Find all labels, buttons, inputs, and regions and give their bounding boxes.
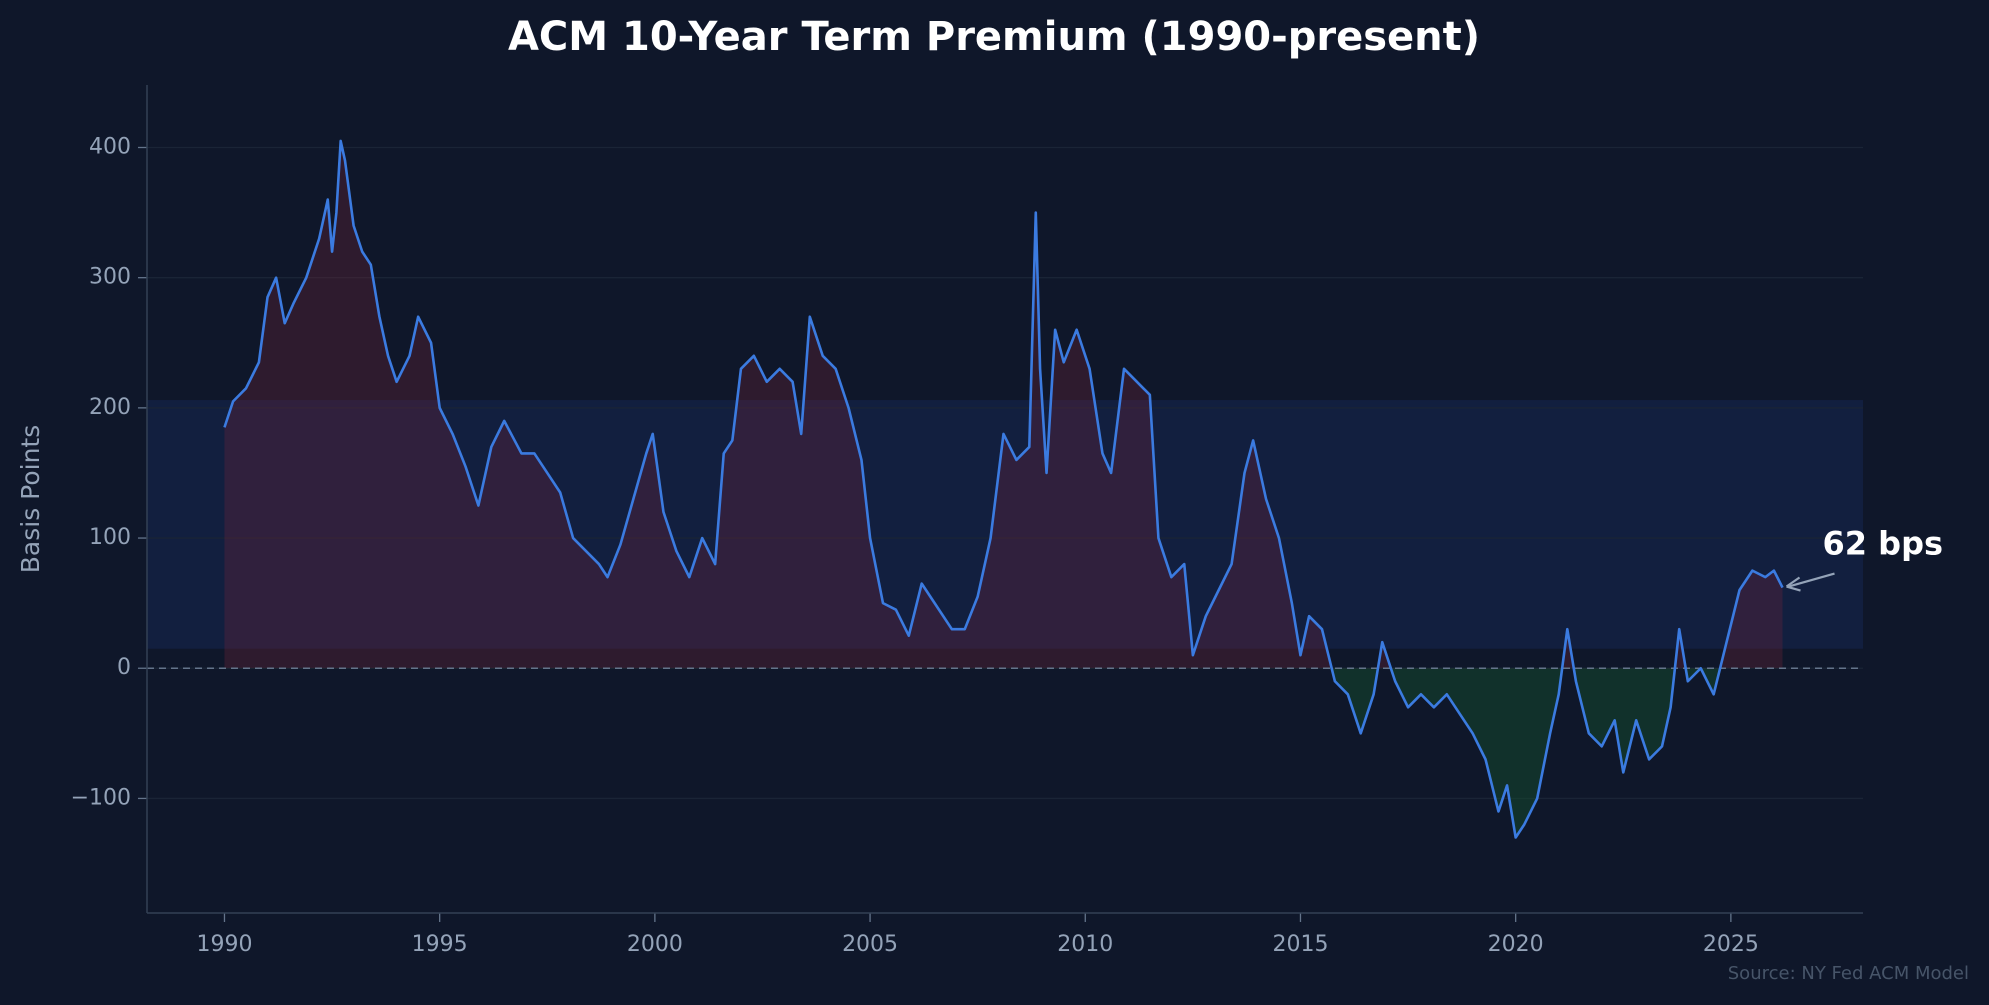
x-tick-label: 2000 [627, 932, 683, 957]
chart-title: ACM 10-Year Term Premium (1990-present) [508, 14, 1480, 60]
range-band [147, 400, 1863, 649]
y-tick-label: 0 [117, 655, 131, 680]
x-tick-label: 2015 [1272, 932, 1328, 957]
y-axis-label: Basis Points [16, 425, 45, 574]
y-tick-label: 300 [89, 265, 131, 290]
x-tick-label: 1995 [412, 932, 468, 957]
x-tick-label: 1990 [196, 932, 252, 957]
annotation-arrowhead [1785, 576, 1801, 592]
series-line [223, 139, 1784, 839]
positive-fill [224, 140, 1783, 669]
y-tick-label: −100 [71, 785, 131, 810]
annotation-arrow [1788, 572, 1835, 588]
y-tick-label: 100 [89, 525, 131, 550]
x-tick-label: 2025 [1703, 932, 1759, 957]
annotation-label: 62 bps [1823, 525, 1944, 563]
y-tick-label: 200 [89, 395, 131, 420]
x-tick-label: 2020 [1488, 932, 1544, 957]
x-tick-label: 2005 [842, 932, 898, 957]
y-tick-label: 400 [89, 134, 131, 159]
x-tick-label: 2010 [1057, 932, 1113, 957]
negative-fill [1331, 668, 1721, 838]
source-note: Source: NY Fed ACM Model [1728, 963, 1969, 984]
